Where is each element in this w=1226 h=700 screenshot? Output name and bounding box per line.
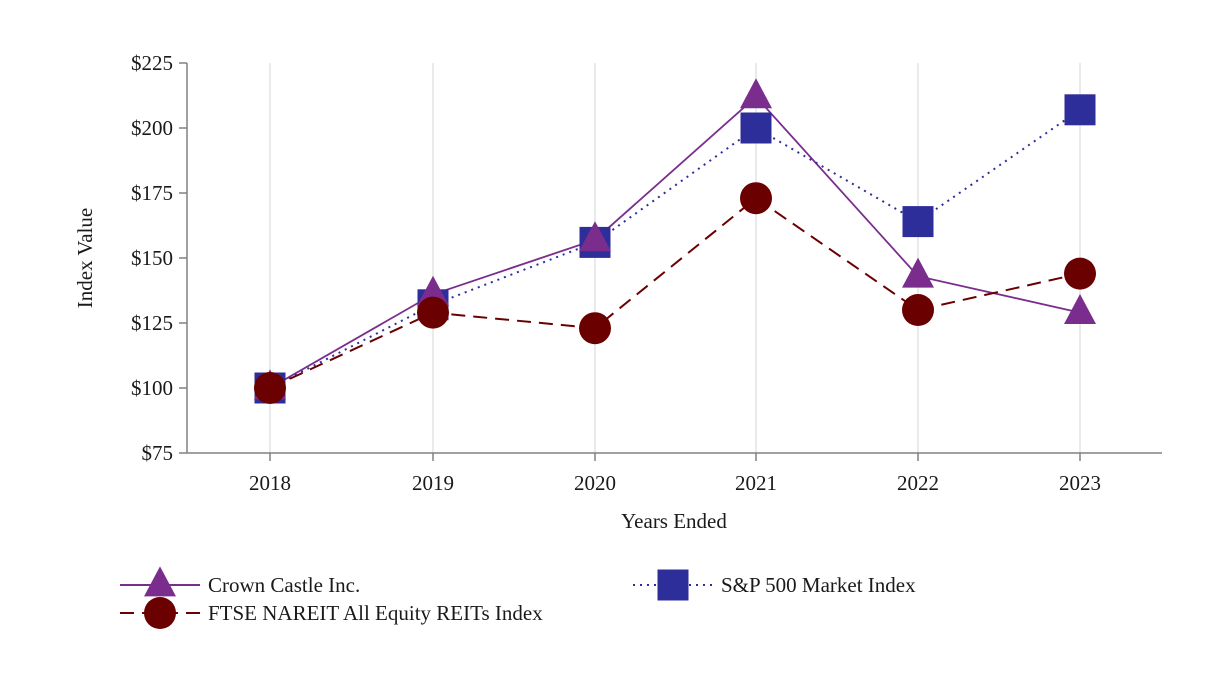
y-tick-label: $175 [131, 181, 173, 205]
data-point-circle [740, 182, 772, 215]
x-tick-label: 2023 [1059, 471, 1101, 495]
y-tick-label: $125 [131, 311, 173, 335]
series-line-1 [269, 108, 1081, 389]
y-tick-label: $75 [142, 441, 174, 465]
data-point-triangle [902, 257, 934, 288]
y-tick-label: $200 [131, 116, 173, 140]
legend-label: S&P 500 Market Index [721, 573, 916, 597]
y-tick-label: $225 [131, 51, 173, 75]
series-markers-0 [254, 78, 1096, 400]
x-axis-title: Years Ended [621, 509, 727, 533]
legend-label: FTSE NAREIT All Equity REITs Index [208, 601, 543, 625]
y-axis-title: Index Value [73, 208, 97, 309]
data-point-circle [902, 294, 934, 326]
data-point-circle [417, 296, 449, 329]
series-1 [269, 108, 1081, 389]
data-point-triangle [417, 275, 449, 306]
x-tick-label: 2021 [735, 471, 777, 495]
data-point-square [1064, 94, 1096, 126]
legend-label: Crown Castle Inc. [208, 573, 360, 597]
legend-marker-square [657, 569, 689, 601]
x-tick-label: 2022 [897, 471, 939, 495]
data-point-circle [579, 312, 611, 345]
grid-lines [269, 63, 1081, 453]
x-tick-label: 2019 [412, 471, 454, 495]
legend: Crown Castle Inc. S&P 500 Market Index FTS… [120, 566, 916, 629]
series-markers-1 [254, 94, 1096, 404]
legend-item-2: FTSE NAREIT All Equity REITs Index [120, 597, 543, 629]
series-line-2 [269, 196, 1081, 389]
y-tick-label: $100 [131, 376, 173, 400]
y-tick-label: $150 [131, 246, 173, 270]
x-tick-label: 2018 [249, 471, 291, 495]
x-tick-label: 2020 [574, 471, 616, 495]
series-markers-2 [254, 182, 1096, 404]
series-2 [269, 196, 1081, 389]
series [254, 78, 1096, 404]
data-point-triangle [579, 221, 611, 252]
data-point-circle [1064, 257, 1096, 290]
axes [186, 63, 1162, 454]
series-0 [269, 95, 1081, 389]
legend-item-0: Crown Castle Inc. [120, 566, 360, 597]
x-tick-labels: 2018 2019 2020 2021 2022 2023 [249, 453, 1101, 495]
data-point-square [740, 112, 772, 144]
data-point-square [902, 206, 934, 238]
y-tick-labels: $75 $100 $125 $150 $175 $200 $225 [131, 51, 187, 465]
series-line-0 [269, 95, 1081, 389]
data-point-circle [254, 372, 286, 404]
data-point-triangle [740, 78, 772, 109]
data-point-triangle [1064, 294, 1096, 324]
legend-marker-circle [144, 597, 176, 629]
legend-marker-triangle [144, 566, 176, 597]
legend-item-1: S&P 500 Market Index [633, 569, 916, 601]
